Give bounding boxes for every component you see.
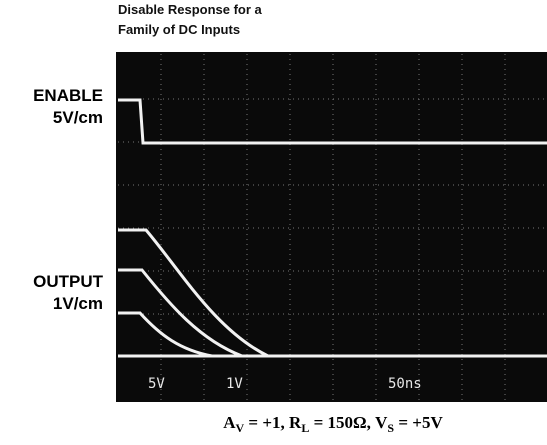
channel-name: OUTPUT (33, 272, 104, 291)
title-line: Family of DC Inputs (118, 22, 240, 37)
caption-part: = +5V (394, 413, 443, 432)
output-trace (118, 228, 269, 358)
caption-subscript: S (387, 421, 394, 435)
channel-scale: 5V/cm (53, 108, 103, 127)
screen-label: 5V (148, 376, 165, 392)
output-trace (118, 311, 213, 358)
caption: AV = +1, RL = 150Ω, VS = +5V (223, 413, 443, 435)
caption-part: = +1, R (244, 413, 302, 432)
output-trace (118, 268, 243, 358)
channel-name: ENABLE (33, 86, 103, 105)
caption-part: A (223, 413, 236, 432)
caption-part: = 150Ω, V (309, 413, 388, 432)
title-line: Disable Response for a (118, 2, 263, 17)
enable-trace (118, 98, 547, 145)
channel-scale: 1V/cm (53, 294, 103, 313)
caption-subscript: L (301, 421, 309, 435)
screen-label: 50ns (388, 376, 422, 392)
scope-screen (116, 52, 547, 402)
screen-label: 1V (226, 376, 243, 392)
caption-subscript: V (236, 421, 245, 435)
